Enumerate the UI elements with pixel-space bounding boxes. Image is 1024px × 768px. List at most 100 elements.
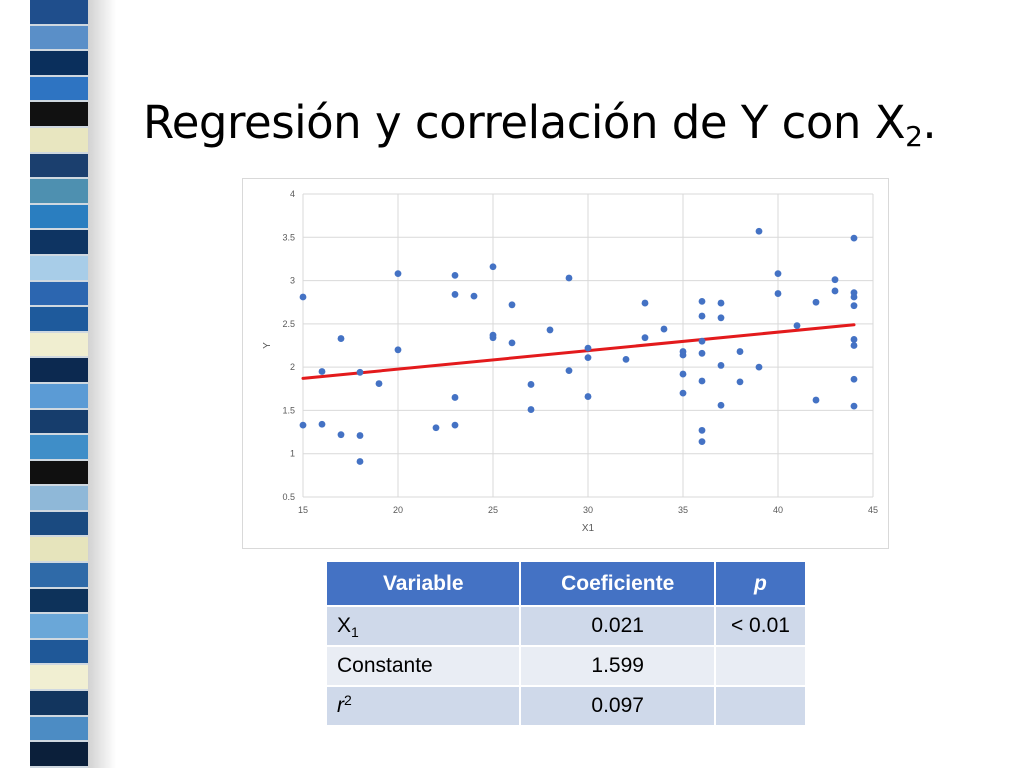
y-tick-label: 1	[290, 449, 295, 459]
cell-coeficiente: 0.097	[519, 685, 716, 727]
x-tick-label: 40	[773, 505, 783, 515]
data-point	[717, 299, 725, 307]
data-point	[698, 426, 706, 434]
stripe-segment	[30, 563, 88, 589]
data-point	[698, 438, 706, 445]
slide-title-end: .	[922, 96, 937, 149]
data-point	[736, 348, 744, 355]
table-header-row: Variable Coeficiente p	[324, 560, 808, 607]
data-point	[698, 349, 706, 357]
stripe-segment	[30, 691, 88, 717]
cell-p	[713, 685, 808, 727]
slide-title: Regresión y correlación de Y con X2.	[143, 88, 1003, 158]
data-point	[546, 326, 554, 334]
scatter-plot-svg: 0.5 1 1.5 2 2.5 3 3.5 4 15 20 25 30 35 40 45 X1 Y	[262, 189, 878, 534]
data-point	[356, 432, 364, 439]
data-point	[337, 335, 345, 342]
decorative-stripe-bar	[30, 0, 88, 768]
data-point	[489, 334, 497, 342]
stripe-segment	[30, 255, 88, 282]
variable-text: r	[337, 694, 344, 717]
data-point	[774, 270, 782, 278]
data-point	[451, 291, 459, 298]
stripe-segment	[30, 127, 88, 154]
stripe-segment	[30, 307, 88, 333]
decorative-stripe-shadow	[88, 0, 116, 768]
data-point	[318, 368, 326, 375]
y-tick-label: 2	[290, 362, 295, 372]
y-tick-label: 4	[290, 189, 295, 199]
data-point	[565, 274, 573, 282]
data-point	[641, 299, 649, 307]
regression-table: Variable Coeficiente p X1 0.021 < 0.01 C…	[324, 560, 808, 727]
data-point	[774, 290, 782, 297]
header-variable: Variable	[324, 560, 522, 607]
data-point	[717, 401, 725, 409]
data-point	[356, 458, 364, 465]
data-point	[736, 378, 744, 386]
data-point	[660, 325, 668, 333]
data-point	[527, 381, 535, 388]
data-point	[508, 301, 516, 309]
data-point	[755, 363, 763, 371]
variable-text: X	[337, 614, 352, 637]
data-point	[641, 334, 649, 342]
cell-p: < 0.01	[713, 605, 808, 647]
data-point	[394, 346, 402, 354]
slide-title-main: Regresión y correlación de Y con X	[143, 96, 906, 149]
cell-variable: r2	[324, 685, 522, 727]
x-tick-label: 20	[393, 505, 403, 515]
y-tick-label: 2.5	[282, 319, 295, 329]
table-row: r2 0.097	[324, 685, 808, 727]
data-point	[584, 393, 592, 400]
data-point	[717, 362, 725, 369]
data-point	[394, 270, 402, 278]
data-point	[812, 396, 820, 404]
trendline	[301, 323, 856, 380]
data-point	[698, 337, 706, 345]
data-point	[698, 377, 706, 385]
stripe-segment	[30, 332, 88, 359]
stripe-segment	[30, 153, 88, 180]
stripe-segment	[30, 665, 88, 692]
data-point	[679, 389, 687, 397]
data-point	[375, 380, 383, 387]
stripe-segment	[30, 204, 88, 231]
data-point	[584, 344, 592, 352]
x-tick-label: 35	[678, 505, 688, 515]
data-point	[850, 336, 858, 343]
stripe-segment	[30, 639, 88, 666]
stripe-segment	[30, 537, 88, 564]
data-point	[451, 271, 459, 279]
cell-variable: Constante	[324, 645, 522, 687]
data-point	[812, 298, 820, 306]
data-point	[698, 297, 706, 305]
x-tick-label: 25	[488, 505, 498, 515]
x-tick-label: 30	[583, 505, 593, 515]
variable-subscript: 1	[351, 624, 359, 640]
scatter-chart: 0.5 1 1.5 2 2.5 3 3.5 4 15 20 25 30 35 40 45 X1 Y	[242, 178, 889, 549]
data-point	[831, 287, 839, 295]
stripe-segment	[30, 102, 88, 128]
variable-superscript: 2	[344, 692, 352, 708]
stripe-segment	[30, 76, 88, 103]
y-tick-label: 3.5	[282, 232, 295, 242]
stripe-segment	[30, 486, 88, 512]
data-point	[337, 431, 345, 439]
stripe-segment	[30, 0, 88, 26]
stripe-segment	[30, 460, 88, 487]
data-point	[679, 370, 687, 378]
y-tick-label: 3	[290, 276, 295, 286]
stripe-segment	[30, 51, 88, 77]
data-point	[831, 276, 839, 284]
data-point	[299, 421, 307, 429]
data-point	[527, 406, 535, 413]
data-point	[850, 402, 858, 410]
data-point	[451, 421, 459, 429]
y-axis-title: Y	[262, 342, 273, 349]
table-row: X1 0.021 < 0.01	[324, 605, 808, 647]
data-point	[508, 339, 516, 347]
data-point	[850, 293, 858, 301]
data-point	[850, 302, 858, 310]
data-point	[698, 312, 706, 320]
